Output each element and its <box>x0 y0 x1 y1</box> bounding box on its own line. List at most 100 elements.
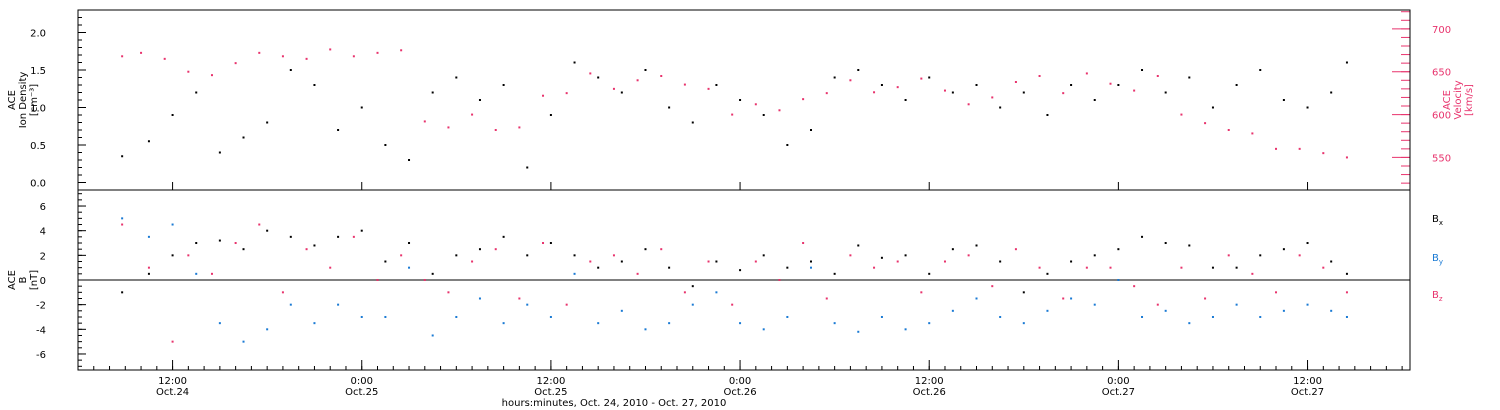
bz-point <box>991 285 994 288</box>
density-point <box>1306 106 1309 109</box>
bz-point <box>400 254 403 257</box>
bz-point <box>1322 266 1325 269</box>
velocity-point <box>121 55 124 58</box>
bz-point <box>518 297 521 300</box>
x-tick-date: Oct.26 <box>723 387 756 398</box>
by-point <box>644 328 647 331</box>
bz-point <box>542 242 545 245</box>
bz-point <box>636 272 639 275</box>
bz-point <box>423 279 426 281</box>
velocity-point <box>896 86 899 89</box>
density-point <box>1117 84 1120 86</box>
velocity-point <box>943 89 946 92</box>
density-axis-title: ACE Ion Density [cm⁻³] <box>7 72 40 129</box>
by-point <box>121 217 124 220</box>
bz-point <box>612 254 615 257</box>
velocity-point <box>1085 72 1088 75</box>
velocity-tick-label: 700 <box>1432 25 1451 36</box>
density-point <box>218 151 221 154</box>
velocity-point <box>258 51 261 54</box>
by-point <box>1306 303 1309 306</box>
by-point <box>1164 309 1167 312</box>
bz-point <box>896 260 899 263</box>
density-point <box>147 140 150 143</box>
density-point <box>1282 99 1285 101</box>
bz-point <box>187 254 190 257</box>
bz-point <box>802 242 805 245</box>
velocity-point <box>967 103 970 106</box>
x-tick-time: 12:00 <box>158 376 187 387</box>
by-point <box>313 322 316 325</box>
bx-point <box>526 254 529 257</box>
bx-point <box>715 260 718 263</box>
bz-point <box>281 291 284 294</box>
bx-point <box>1093 254 1096 257</box>
velocity-axis-title: ACE Velocity [km/s] <box>1442 80 1475 119</box>
velocity-point <box>305 57 308 60</box>
density-point <box>644 69 647 71</box>
bx-point <box>1235 266 1238 269</box>
velocity-point <box>707 87 710 90</box>
velocity-point <box>1275 147 1278 150</box>
velocity-point <box>187 70 190 73</box>
bx-point <box>904 254 907 257</box>
bz-point <box>1014 248 1017 251</box>
velocity-point <box>589 72 592 75</box>
x-tick-time: 12:00 <box>1293 376 1322 387</box>
bx-point <box>431 272 434 275</box>
density-point <box>384 144 387 146</box>
bx-point <box>786 266 789 269</box>
bz-point <box>589 260 592 263</box>
velocity-point <box>210 74 213 77</box>
density-axis-title-line: [cm⁻³] <box>29 84 40 116</box>
top-panel-ticks: 0.0 0.5 1.0 1.5 2.0 550 600 650 700 <box>30 9 1451 190</box>
velocity-point <box>518 126 521 129</box>
top-panel-frame <box>77 9 1411 191</box>
bz-point <box>825 297 828 300</box>
by-point <box>857 330 860 333</box>
velocity-point <box>400 49 403 52</box>
density-point <box>975 84 978 86</box>
density-point <box>904 99 907 101</box>
data-marks <box>121 48 1348 343</box>
density-point <box>171 114 174 116</box>
by-point <box>1345 315 1348 318</box>
bx-point <box>1306 242 1309 245</box>
velocity-axis-title-line: Velocity <box>1453 80 1464 119</box>
by-point <box>1046 309 1049 312</box>
bx-point <box>1141 235 1144 238</box>
by-point <box>549 315 552 318</box>
velocity-point <box>1251 132 1254 135</box>
velocity-point <box>494 129 497 131</box>
by-point <box>691 303 694 306</box>
bx-point <box>833 272 836 275</box>
bx-point <box>1117 248 1120 251</box>
bx-point <box>668 266 671 269</box>
velocity-tick-label: 550 <box>1432 153 1451 164</box>
density-tick-label: 2.0 <box>30 29 46 40</box>
legend-bz: Bz <box>1432 290 1443 303</box>
bx-point <box>195 242 198 245</box>
by-point <box>1282 309 1285 312</box>
b-axis-title: ACE B [nT] <box>7 270 40 290</box>
bx-point <box>999 260 1002 263</box>
density-point <box>502 84 505 86</box>
velocity-tick-label: 600 <box>1432 111 1451 122</box>
bx-point <box>1046 272 1049 275</box>
density-point <box>691 121 694 124</box>
bz-point <box>778 279 781 281</box>
velocity-point <box>329 48 332 51</box>
axis-labels: ACE Ion Density [cm⁻³] ACE Velocity [km/s] ACE… <box>7 72 1475 303</box>
bz-point <box>1085 266 1088 269</box>
velocity-point <box>731 113 734 116</box>
velocity-point <box>1298 147 1301 150</box>
bz-point <box>943 260 946 263</box>
velocity-point <box>542 94 545 97</box>
bx-point <box>1345 272 1348 275</box>
by-point <box>999 315 1002 318</box>
bz-point <box>1298 254 1301 257</box>
x-tick-date: Oct.26 <box>913 387 946 398</box>
density-tick-label: 1.5 <box>30 66 46 77</box>
bz-point <box>1204 297 1207 300</box>
density-point <box>1093 99 1096 101</box>
